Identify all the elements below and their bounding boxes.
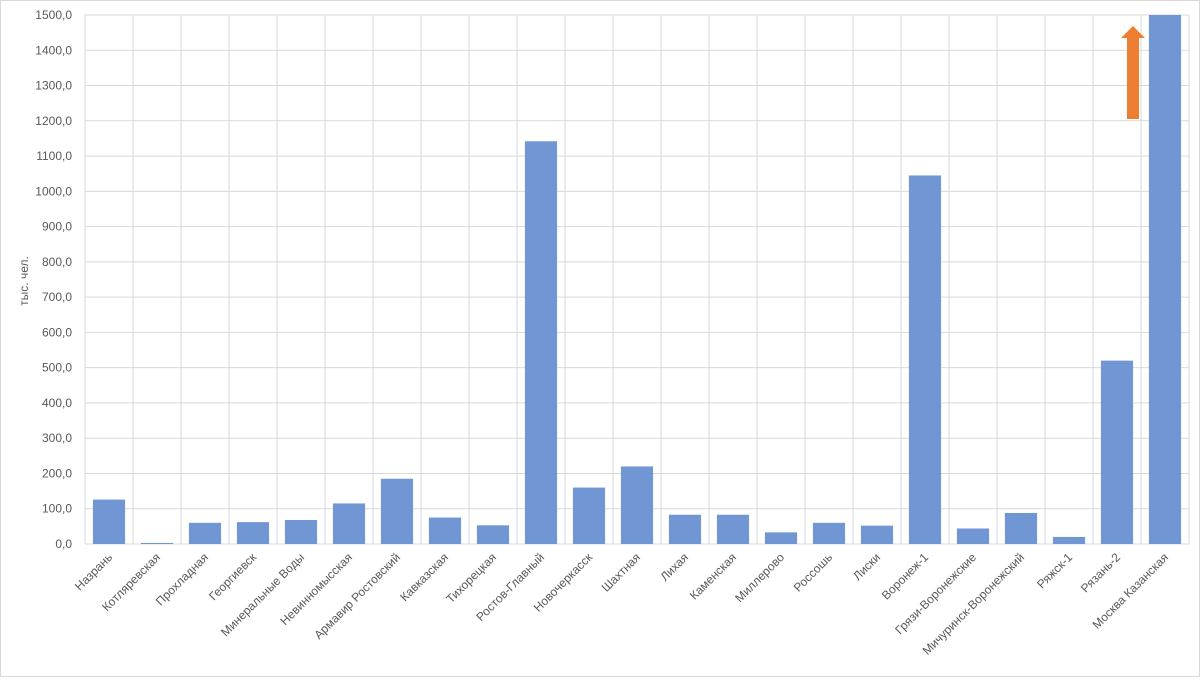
x-tick-label: Мичуринск-Воронежский <box>920 550 1027 657</box>
x-tick-label: Ряжск-1 <box>1034 550 1075 591</box>
bar <box>860 525 894 544</box>
y-tick-label: 1100,0 <box>36 149 72 163</box>
x-tick-label: Миллерово <box>732 550 787 605</box>
x-tick-label: Каменская <box>687 550 739 602</box>
y-tick-label: 1300,0 <box>35 79 72 93</box>
bar <box>956 528 990 544</box>
y-tick-label: 500,0 <box>42 361 72 375</box>
annotations <box>1121 26 1145 119</box>
bar <box>1148 15 1182 544</box>
bar <box>140 542 174 544</box>
bar <box>1100 360 1134 544</box>
x-tick-label: Назрань <box>72 550 115 593</box>
bar <box>572 487 606 544</box>
x-tick-label: Шахтная <box>599 550 643 594</box>
y-tick-label: 400,0 <box>42 396 72 410</box>
up-arrow-icon <box>1121 26 1145 119</box>
x-tick-label: Грязи-Воронежские <box>892 550 979 637</box>
bar <box>908 175 942 545</box>
bar <box>716 514 750 544</box>
bar <box>92 499 126 544</box>
bar <box>284 520 318 544</box>
x-tick-label: Рязань-2 <box>1078 550 1123 595</box>
bar <box>524 141 558 544</box>
bar <box>476 525 510 544</box>
x-tick-label: Лихая <box>657 550 691 584</box>
y-tick-label: 1200,0 <box>35 114 72 128</box>
x-tick-label: Минеральные Воды <box>218 550 307 639</box>
x-tick-label: Лиски <box>850 550 883 583</box>
x-tick-labels: НазраньКотляревскаяПрохладнаяГеоргиевскМ… <box>72 550 1171 658</box>
gridlines <box>84 14 1190 545</box>
bar <box>1004 512 1038 544</box>
bar <box>668 514 702 544</box>
bar <box>236 522 270 544</box>
bar <box>764 532 798 544</box>
y-tick-label: 600,0 <box>42 325 72 339</box>
bar <box>380 478 414 544</box>
y-axis-label: тыс. чел. <box>17 256 31 306</box>
bar <box>812 522 846 544</box>
y-tick-label: 100,0 <box>42 502 72 516</box>
x-tick-label: Армавир Ростовский <box>311 550 403 642</box>
y-tick-label: 1000,0 <box>35 184 72 198</box>
y-tick-label: 1500,0 <box>35 8 72 22</box>
y-tick-label: 300,0 <box>42 431 72 445</box>
bar <box>1052 536 1086 544</box>
x-tick-label: Россошь <box>791 550 835 594</box>
y-tick-labels: 0,0 100,0 200,0 300,0 400,0 500,0 600,0 700,0 80… <box>35 8 72 551</box>
bar <box>428 517 462 544</box>
y-tick-label: 200,0 <box>42 466 72 480</box>
bars <box>92 15 1182 545</box>
y-tick-label: 700,0 <box>42 290 72 304</box>
bar <box>332 503 366 544</box>
y-tick-label: 800,0 <box>42 255 72 269</box>
bar <box>620 466 654 544</box>
bar <box>188 522 222 544</box>
y-tick-label: 1400,0 <box>35 43 72 57</box>
y-tick-label: 0,0 <box>55 537 72 551</box>
y-tick-label: 900,0 <box>42 220 72 234</box>
